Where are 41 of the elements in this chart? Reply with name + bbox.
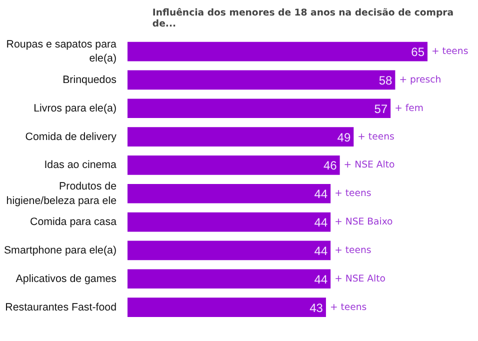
- bar: [128, 240, 331, 260]
- data-label: 44: [314, 187, 328, 202]
- annotation: + NSE Alto: [344, 160, 395, 171]
- y-tick-label: Comida de delivery: [25, 130, 118, 143]
- annotation: + presch: [399, 74, 442, 86]
- annotation: + teens: [432, 46, 468, 58]
- bar: [128, 212, 331, 232]
- annotation: + teens: [330, 302, 367, 313]
- y-tick-label: Restaurantes Fast-food: [5, 301, 117, 314]
- data-label: 44: [314, 216, 328, 230]
- chart-title: Influência dos menores de 18 anos na decisão de compra de...: [152, 8, 454, 30]
- bar: [128, 269, 331, 289]
- bar: [128, 98, 391, 118]
- y-tick-label: Smartphone para ele(a): [4, 244, 116, 256]
- bar: [128, 156, 340, 175]
- bar: [128, 127, 354, 146]
- bar: [128, 184, 331, 204]
- annotation: + teens: [334, 188, 372, 200]
- annotation: + teens: [334, 244, 372, 256]
- bar: [128, 70, 396, 90]
- data-label: 49: [337, 130, 351, 144]
- data-label: 58: [378, 73, 393, 88]
- y-tick-label: Brinquedos: [62, 74, 117, 86]
- bar: [128, 298, 326, 317]
- y-tick-label: Idas ao cinema: [44, 159, 117, 172]
- annotation: + NSE Baixo: [334, 216, 394, 228]
- data-label: 46: [323, 158, 338, 173]
- y-tick-label: Livros para ele(a): [34, 102, 117, 114]
- data-label: 44: [314, 272, 328, 286]
- y-tick-label: Produtos de higiene/beleza para ele: [6, 180, 117, 207]
- data-label: 57: [374, 102, 388, 116]
- data-label: 65: [411, 45, 425, 60]
- bar: [128, 42, 428, 62]
- y-tick-label: Aplicativos de games: [16, 272, 117, 285]
- data-label: 43: [310, 300, 324, 315]
- annotation: + teens: [358, 131, 394, 142]
- data-label: 44: [314, 244, 328, 258]
- y-tick-label: Roupas e sapatos para ele(a): [6, 38, 117, 65]
- annotation: + NSE Alto: [334, 273, 386, 284]
- y-tick-label: Comida para casa: [30, 216, 117, 228]
- annotation: + fem: [394, 102, 424, 114]
